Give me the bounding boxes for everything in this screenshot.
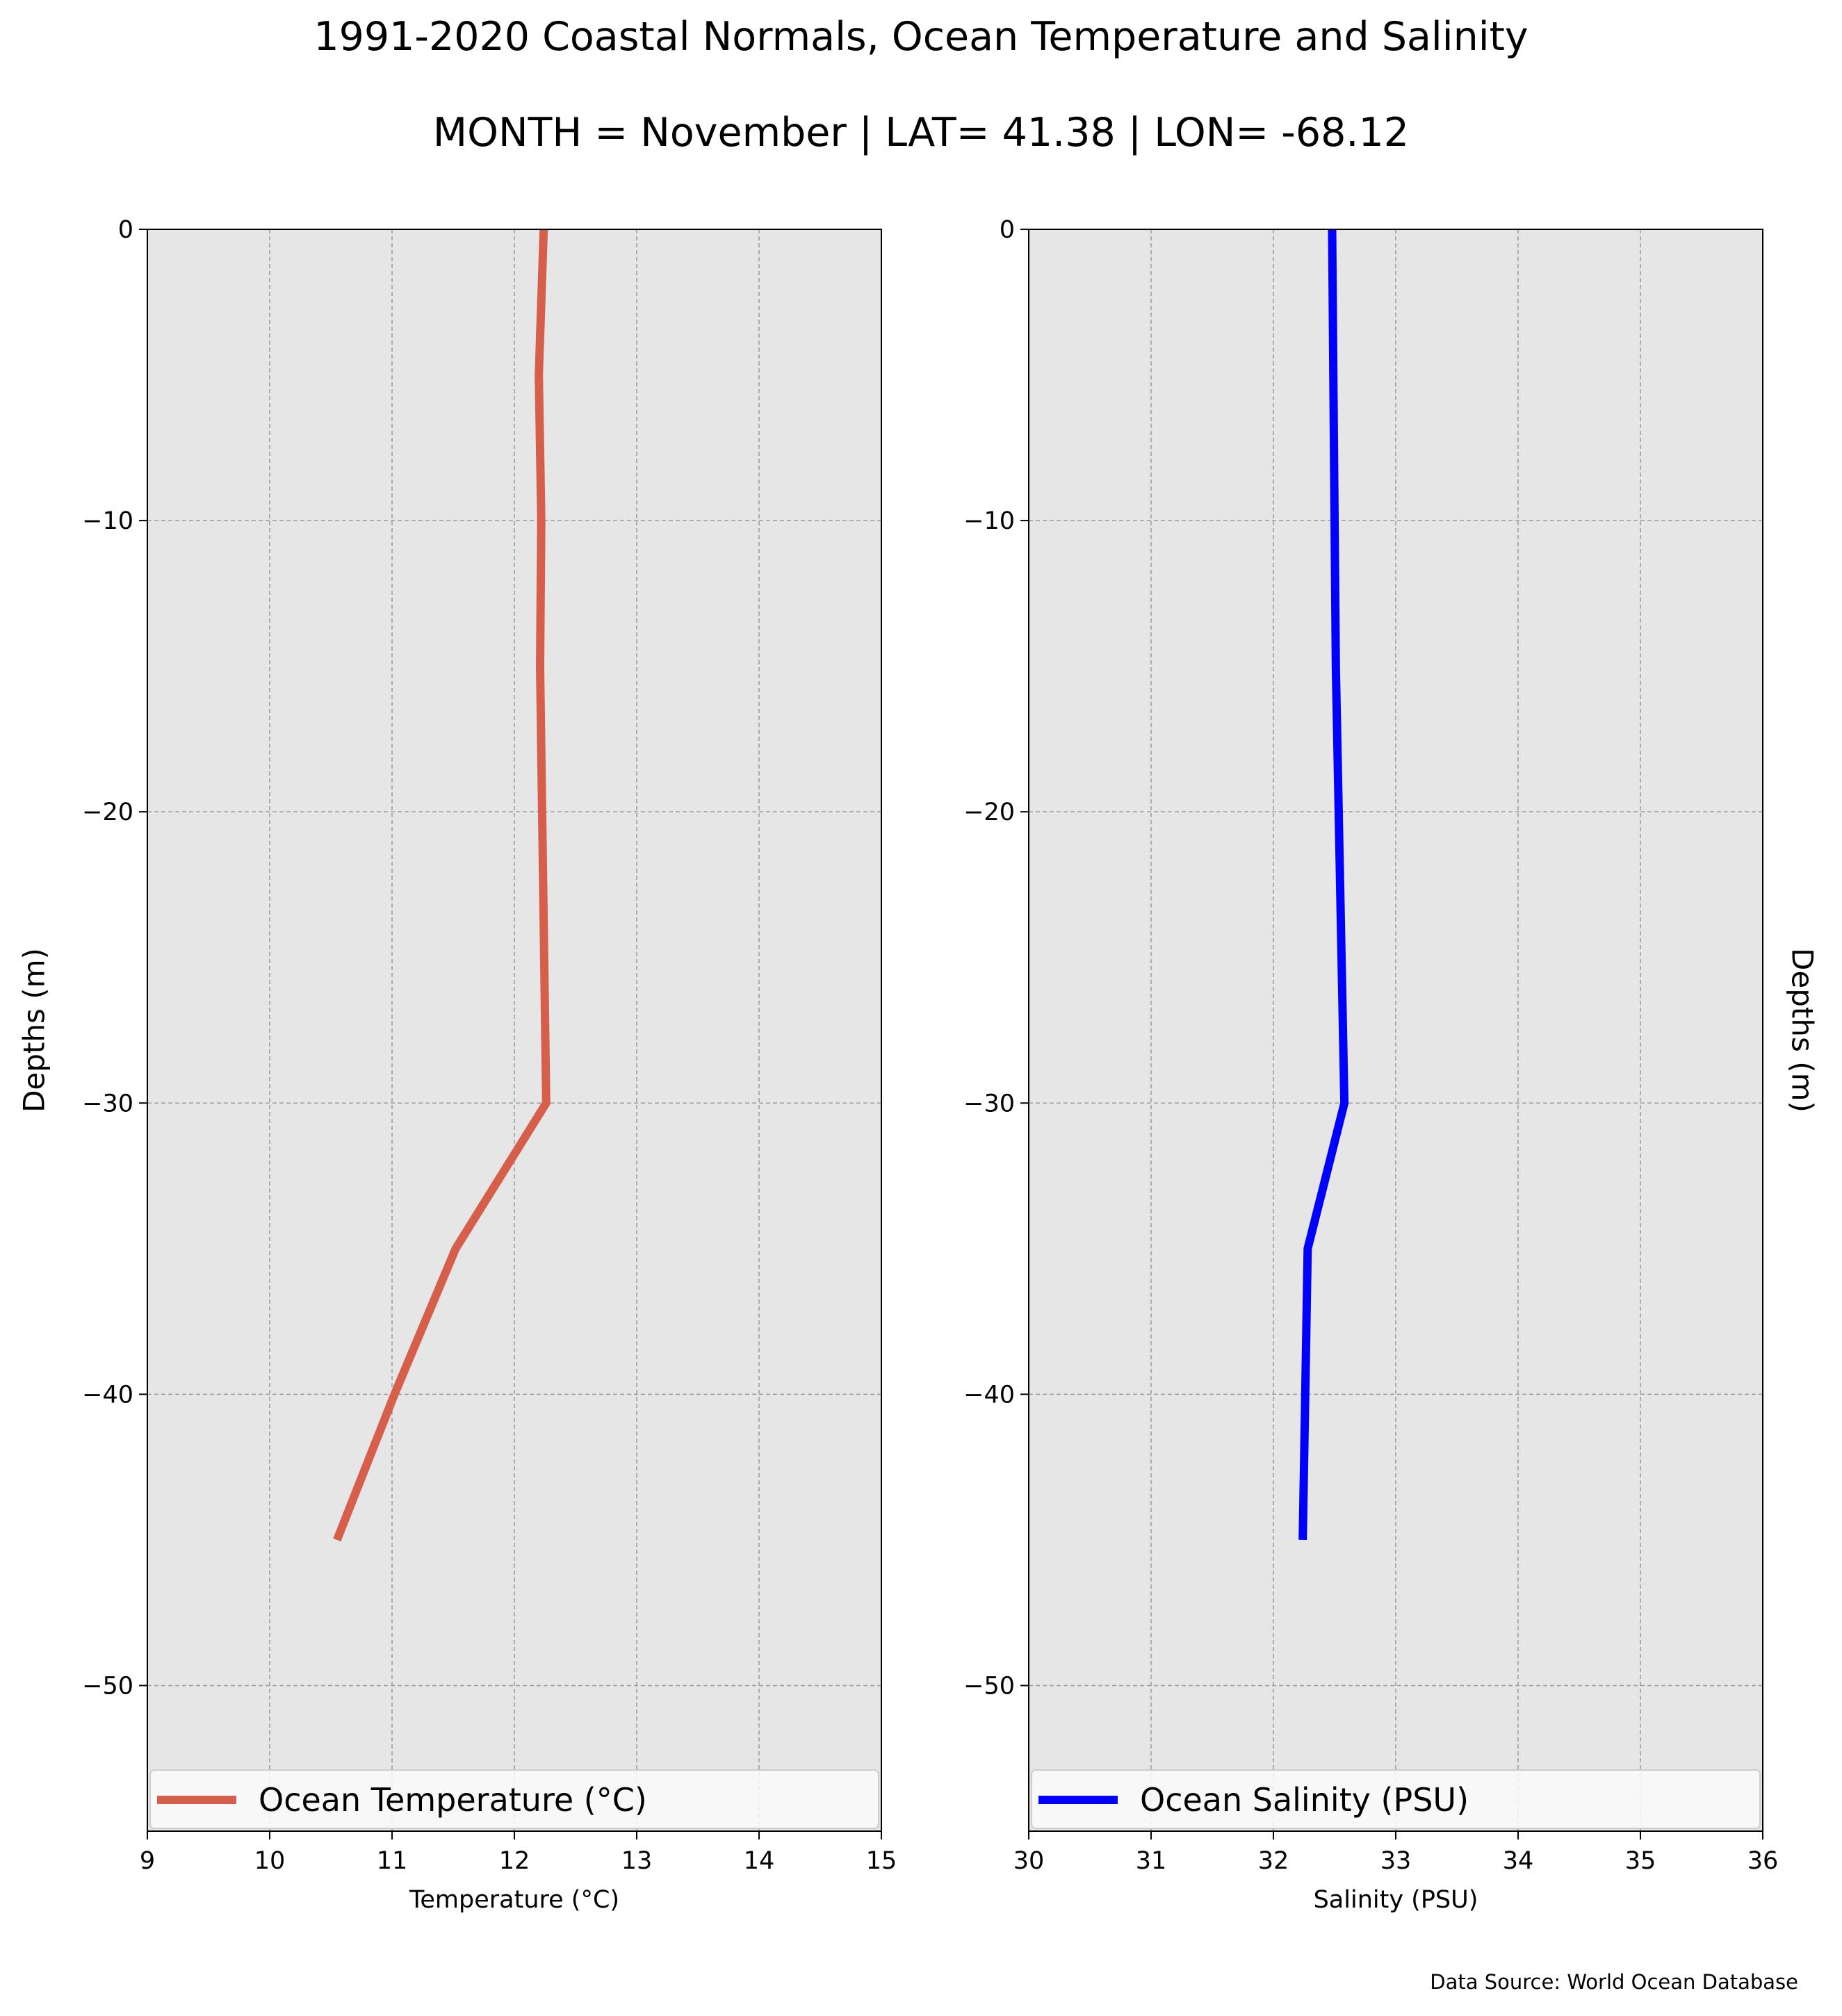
temperature-legend-label: Ocean Temperature (°C): [259, 1781, 647, 1819]
salinity-series-line: [1298, 229, 1349, 1541]
temperature-y-axis-label: Depths (m): [17, 948, 51, 1113]
salinity-x-tick-label: 35: [1625, 1847, 1656, 1875]
temperature-y-tick-label: −40: [82, 1381, 133, 1409]
temperature-y-tick-label: 0: [118, 216, 133, 244]
temperature-ticks: 9 10 11 12 13 14 15 0 −10 −20 −30 −40 −50: [82, 216, 897, 1875]
salinity-x-tick-label: 32: [1258, 1847, 1289, 1875]
salinity-x-axis-label: Salinity (PSU): [1314, 1886, 1478, 1914]
salinity-y-tick-label: −40: [963, 1381, 1015, 1409]
salinity-panel: Ocean Salinity (PSU) 30 31 32 33 34 35 36 0 −10 −…: [963, 216, 1819, 1914]
temperature-x-tick-label: 12: [499, 1847, 530, 1875]
salinity-y-tick-label: −10: [963, 507, 1015, 535]
salinity-y-axis-label: Depths (m): [1786, 948, 1820, 1113]
salinity-x-tick-label: 33: [1380, 1847, 1412, 1875]
temperature-y-tick-label: −20: [82, 798, 133, 826]
salinity-x-tick-label: 31: [1136, 1847, 1167, 1875]
salinity-x-tick-label: 36: [1747, 1847, 1779, 1875]
figure-title: 1991-2020 Coastal Normals, Ocean Tempera…: [313, 14, 1528, 60]
salinity-legend-label: Ocean Salinity (PSU): [1140, 1781, 1469, 1819]
temperature-legend-box: [149, 1769, 879, 1829]
salinity-ticks: 30 31 32 33 34 35 36 0 −10 −20 −30 −40 −50: [963, 216, 1778, 1875]
temperature-series-line: [333, 229, 551, 1542]
salinity-y-tick-label: −50: [963, 1672, 1015, 1700]
temperature-x-tick-label: 14: [744, 1847, 775, 1875]
salinity-y-tick-label: −20: [963, 798, 1015, 826]
temperature-x-tick-label: 13: [621, 1847, 653, 1875]
temperature-y-tick-label: −50: [82, 1672, 133, 1700]
temperature-x-tick-label: 15: [866, 1847, 897, 1875]
salinity-y-tick-label: −30: [963, 1090, 1015, 1117]
salinity-x-tick-label: 34: [1503, 1847, 1534, 1875]
temperature-lines: [333, 229, 551, 1542]
temperature-x-tick-label: 10: [254, 1847, 286, 1875]
temperature-panel: Ocean Temperature (°C) 9 10 11 12 13 14 15 0 −10…: [17, 216, 897, 1914]
salinity-y-tick-label: 0: [1000, 216, 1015, 244]
temperature-x-tick-label: 11: [377, 1847, 408, 1875]
salinity-x-tick-label: 30: [1013, 1847, 1045, 1875]
temperature-y-tick-label: −10: [82, 507, 133, 535]
data-source-note: Data Source: World Ocean Database: [1430, 1970, 1798, 1994]
temperature-y-tick-label: −30: [82, 1090, 133, 1117]
temperature-x-axis-label: Temperature (°C): [409, 1886, 619, 1914]
salinity-legend: Ocean Salinity (PSU): [1031, 1769, 1761, 1829]
figure-subtitle: MONTH = November | LAT= 41.38 | LON= -68…: [433, 110, 1409, 156]
salinity-legend-box: [1031, 1769, 1761, 1829]
salinity-lines: [1298, 229, 1349, 1541]
temperature-legend: Ocean Temperature (°C): [149, 1769, 879, 1829]
temperature-x-tick-label: 9: [140, 1847, 155, 1875]
